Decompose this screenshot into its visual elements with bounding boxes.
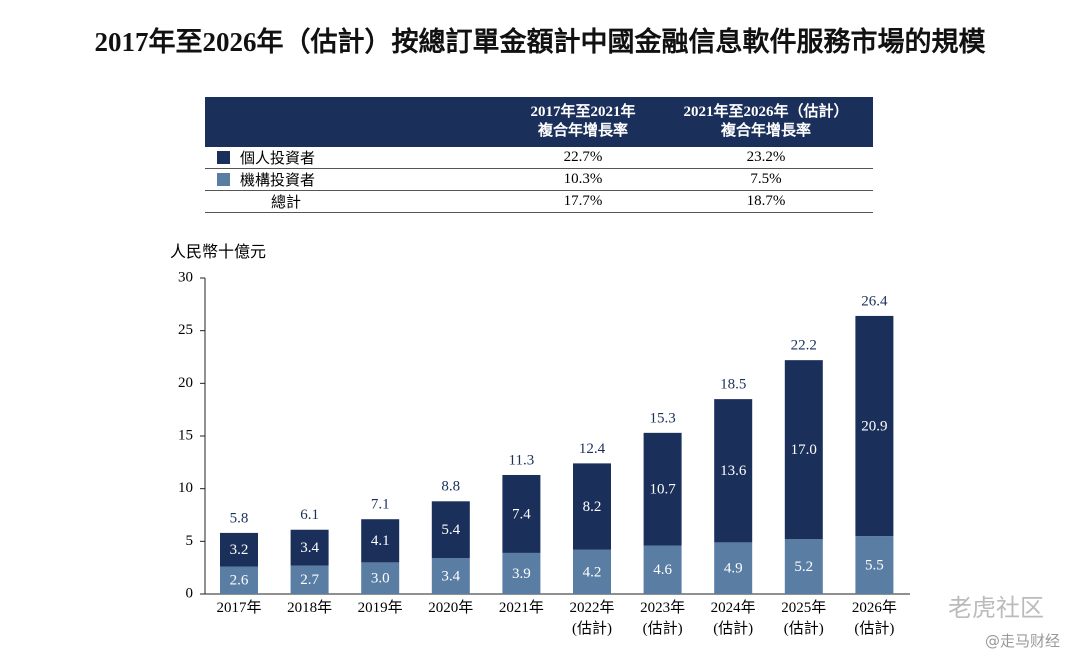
legend-label: 個人投資者 — [240, 151, 316, 167]
value-label: 5.4 — [441, 522, 460, 538]
table-header: 2017年至2021年 複合年增長率 2021年至2026年（估計） 複合年增長… — [205, 97, 873, 147]
x-tick-label: 2020年 — [428, 600, 474, 616]
bar-segment — [573, 549, 611, 594]
y-tick-label: 30 — [178, 269, 193, 285]
y-tick-label: 15 — [178, 427, 193, 443]
y-tick-label: 25 — [178, 322, 193, 338]
value-label: 4.6 — [653, 562, 672, 578]
chart-title: 2017年至2026年（估計）按總訂單金額計中國金融信息軟件服務市場的規模 — [94, 27, 986, 57]
bar-segment — [714, 542, 753, 594]
bar-segment — [361, 519, 400, 563]
total-label: 5.8 — [230, 510, 249, 526]
total-label: 22.2 — [791, 338, 817, 354]
bar-segment — [714, 399, 753, 543]
column-header: 2021年至2026年（估計） 複合年增長率 — [659, 97, 873, 147]
value-label: 17.0 — [791, 442, 817, 458]
cell: 17.7% — [507, 190, 659, 213]
value-label: 7.4 — [512, 506, 531, 522]
value-label: 2.6 — [230, 573, 249, 589]
cell: 7.5% — [659, 168, 873, 191]
bar-segment — [290, 529, 329, 566]
x-tick-label: 2023年 (估計) — [640, 600, 686, 637]
value-label: 5.5 — [865, 557, 884, 573]
cell: 18.7% — [659, 190, 873, 213]
y-axis-label: 人民幣十億元 — [170, 244, 267, 261]
x-tick-label: 2021年 — [498, 600, 544, 616]
x-tick-label: 2022年 (估計) — [569, 600, 615, 637]
bar-segment — [784, 360, 823, 540]
legend-label: 機構投資者 — [240, 173, 316, 189]
total-label: 12.4 — [579, 441, 606, 457]
bar-segment — [361, 562, 400, 594]
bar-segment — [220, 532, 258, 567]
value-label: 5.2 — [794, 559, 813, 575]
total-label: 8.8 — [441, 479, 460, 495]
y-tick-label: 20 — [178, 375, 193, 391]
bar-segment — [643, 545, 682, 594]
bar-segment — [431, 501, 470, 559]
bar-segment — [643, 432, 682, 546]
cagr-table: 2017年至2021年 複合年增長率 2021年至2026年（估計） 複合年增長… — [205, 97, 873, 213]
value-label: 3.9 — [512, 566, 531, 582]
bar-segment — [855, 536, 894, 594]
bar-segment — [220, 566, 258, 594]
cell: 23.2% — [659, 147, 873, 169]
total-label: 18.5 — [720, 377, 746, 393]
value-label: 3.4 — [441, 569, 460, 585]
y-tick-label: 10 — [178, 480, 193, 496]
value-label: 3.4 — [300, 540, 319, 556]
total-label: 6.1 — [300, 507, 319, 523]
row-label: 總計 — [205, 190, 507, 213]
cell: 10.3% — [507, 168, 659, 191]
y-tick-label: 0 — [186, 585, 194, 601]
total-label: 15.3 — [649, 410, 675, 426]
legend-swatch — [217, 173, 230, 186]
x-tick-label: 2018年 — [287, 600, 333, 616]
value-label: 2.7 — [300, 572, 319, 588]
x-tick-label: 2017年 — [216, 600, 262, 616]
x-tick-label: 2019年 — [357, 600, 403, 616]
value-label: 4.2 — [583, 564, 602, 580]
table-row: 機構投資者 10.3% 7.5% — [205, 168, 873, 191]
bar-segment — [573, 463, 611, 550]
legend-swatch — [217, 151, 230, 164]
value-label: 3.2 — [230, 542, 249, 558]
value-label: 13.6 — [720, 463, 747, 479]
total-label: 7.1 — [371, 497, 390, 513]
value-label: 4.1 — [371, 533, 390, 549]
total-label: 26.4 — [861, 293, 888, 309]
bar-segment — [290, 565, 329, 594]
row-label: 機構投資者 — [205, 168, 507, 191]
value-label: 4.9 — [724, 561, 743, 577]
x-tick-label: 2024年 (估計) — [710, 600, 756, 637]
value-label: 3.0 — [371, 571, 390, 587]
bar-segment — [502, 552, 541, 594]
header-blank — [205, 97, 507, 147]
bar-segment — [855, 315, 894, 537]
y-tick-label: 5 — [186, 533, 194, 549]
x-tick-label: 2025年 (估計) — [781, 600, 827, 637]
cell: 22.7% — [507, 147, 659, 169]
bar-segment — [784, 539, 823, 594]
table-row: 個人投資者 22.7% 23.2% — [205, 147, 873, 169]
value-label: 10.7 — [649, 482, 676, 498]
bar-segment — [431, 558, 470, 594]
row-label: 個人投資者 — [205, 147, 507, 169]
value-label: 8.2 — [583, 499, 602, 515]
watermark-account: @走马财经 — [985, 632, 1061, 650]
x-tick-label: 2026年 (估計) — [851, 600, 897, 637]
value-label: 20.9 — [861, 418, 887, 434]
total-label: 11.3 — [509, 452, 535, 468]
bar-segment — [502, 474, 541, 553]
column-header: 2017年至2021年 複合年增長率 — [507, 97, 659, 147]
watermark-logo: 老虎社区 — [948, 594, 1044, 622]
table-row: 總計 17.7% 18.7% — [205, 190, 873, 213]
